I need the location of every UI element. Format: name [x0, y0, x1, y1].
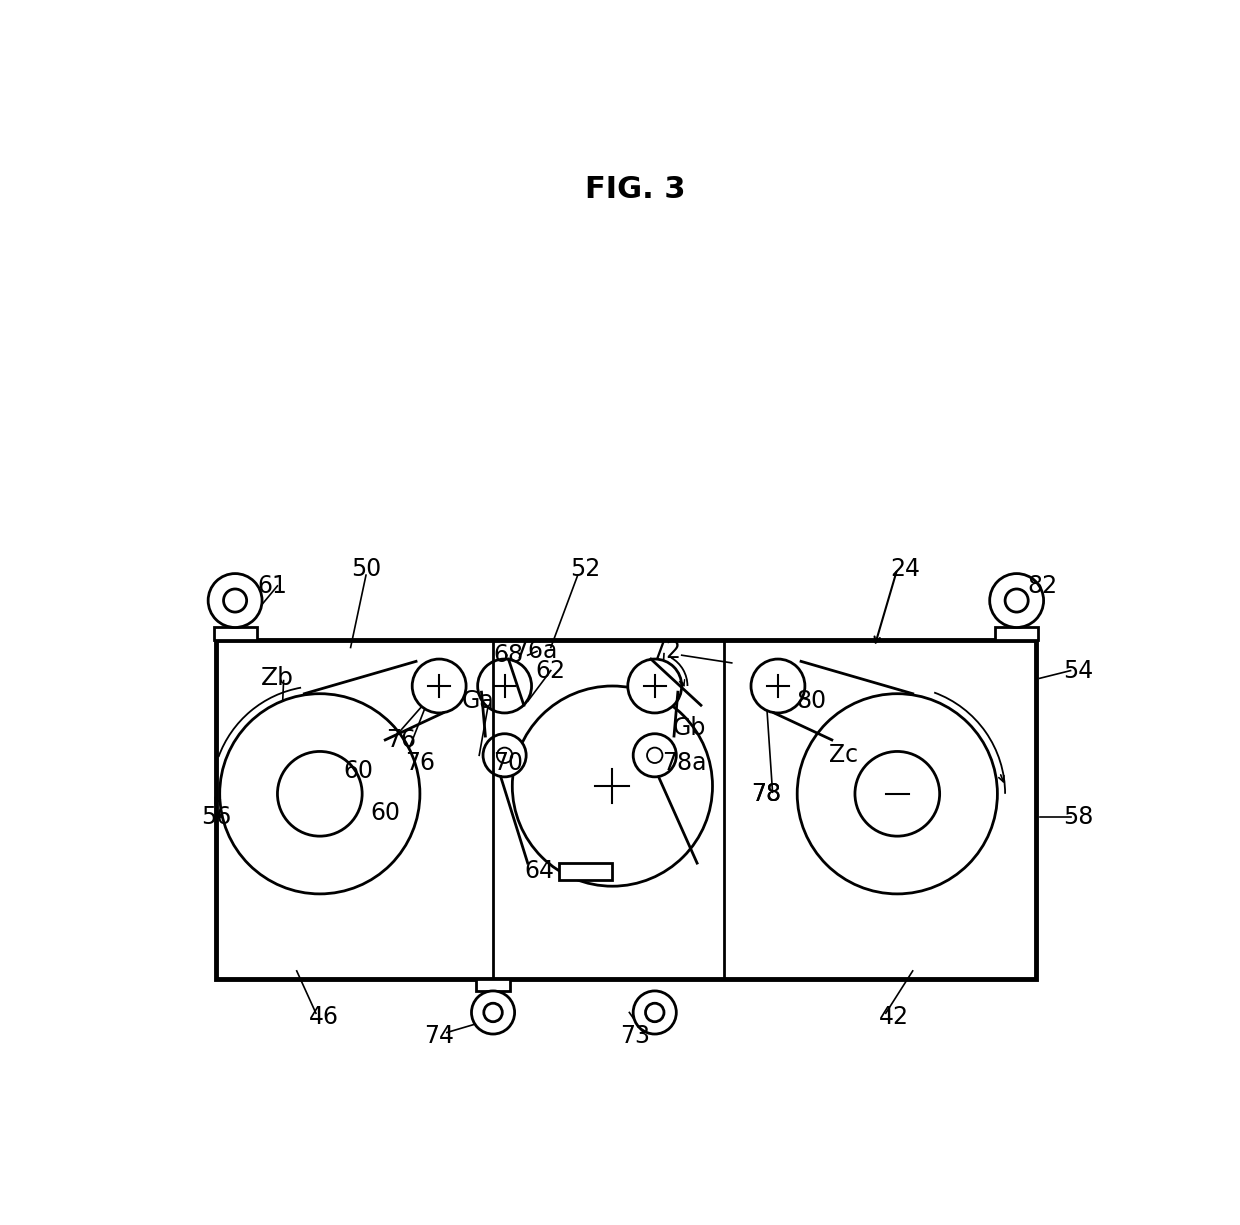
Text: 42: 42 [878, 1004, 909, 1029]
Text: 61: 61 [257, 573, 286, 598]
Circle shape [1006, 589, 1028, 612]
Bar [994, 627, 1038, 639]
Text: 24: 24 [890, 557, 920, 581]
Circle shape [412, 659, 466, 713]
Text: 62: 62 [536, 659, 565, 682]
Text: 73: 73 [620, 1024, 651, 1049]
Text: 74: 74 [424, 1024, 454, 1049]
Circle shape [223, 589, 247, 612]
Bar [476, 979, 510, 991]
Circle shape [797, 693, 997, 894]
Circle shape [278, 751, 362, 837]
Circle shape [484, 1003, 502, 1022]
Text: 70: 70 [494, 751, 523, 775]
Circle shape [634, 734, 676, 777]
Text: 78: 78 [751, 782, 781, 806]
Circle shape [219, 693, 420, 894]
Text: Gb: Gb [673, 717, 706, 740]
Text: 54: 54 [1063, 659, 1094, 682]
Bar [558, 864, 613, 880]
Circle shape [512, 686, 713, 886]
Text: 60: 60 [371, 801, 401, 826]
Text: Zc: Zc [828, 744, 858, 767]
Circle shape [647, 747, 662, 763]
Text: 50: 50 [351, 557, 381, 581]
Text: 78a: 78a [662, 751, 707, 775]
Text: 58: 58 [1063, 805, 1094, 829]
Text: 76: 76 [386, 728, 415, 752]
Text: 78: 78 [751, 782, 781, 806]
Bar [213, 627, 257, 639]
Circle shape [646, 1003, 663, 1022]
Circle shape [497, 747, 512, 763]
Text: 60: 60 [343, 758, 373, 783]
Text: 72: 72 [651, 639, 681, 664]
Circle shape [634, 991, 676, 1034]
Circle shape [477, 659, 532, 713]
Text: 82: 82 [1027, 573, 1058, 598]
Circle shape [627, 659, 682, 713]
Text: 80: 80 [796, 690, 826, 713]
Text: FIG. 3: FIG. 3 [585, 175, 686, 203]
Text: 64: 64 [525, 859, 554, 883]
Circle shape [990, 573, 1044, 627]
Circle shape [471, 991, 515, 1034]
Text: 76a: 76a [513, 639, 558, 664]
Text: 46: 46 [309, 1004, 339, 1029]
Text: 76: 76 [405, 751, 435, 775]
Circle shape [751, 659, 805, 713]
Text: Ga: Ga [461, 690, 494, 713]
Text: 68: 68 [494, 643, 523, 668]
Text: Zb: Zb [260, 666, 294, 691]
Text: 52: 52 [570, 557, 600, 581]
Circle shape [208, 573, 262, 627]
Text: 56: 56 [201, 805, 231, 829]
Circle shape [854, 751, 940, 837]
Bar [216, 639, 1035, 979]
Circle shape [484, 734, 526, 777]
